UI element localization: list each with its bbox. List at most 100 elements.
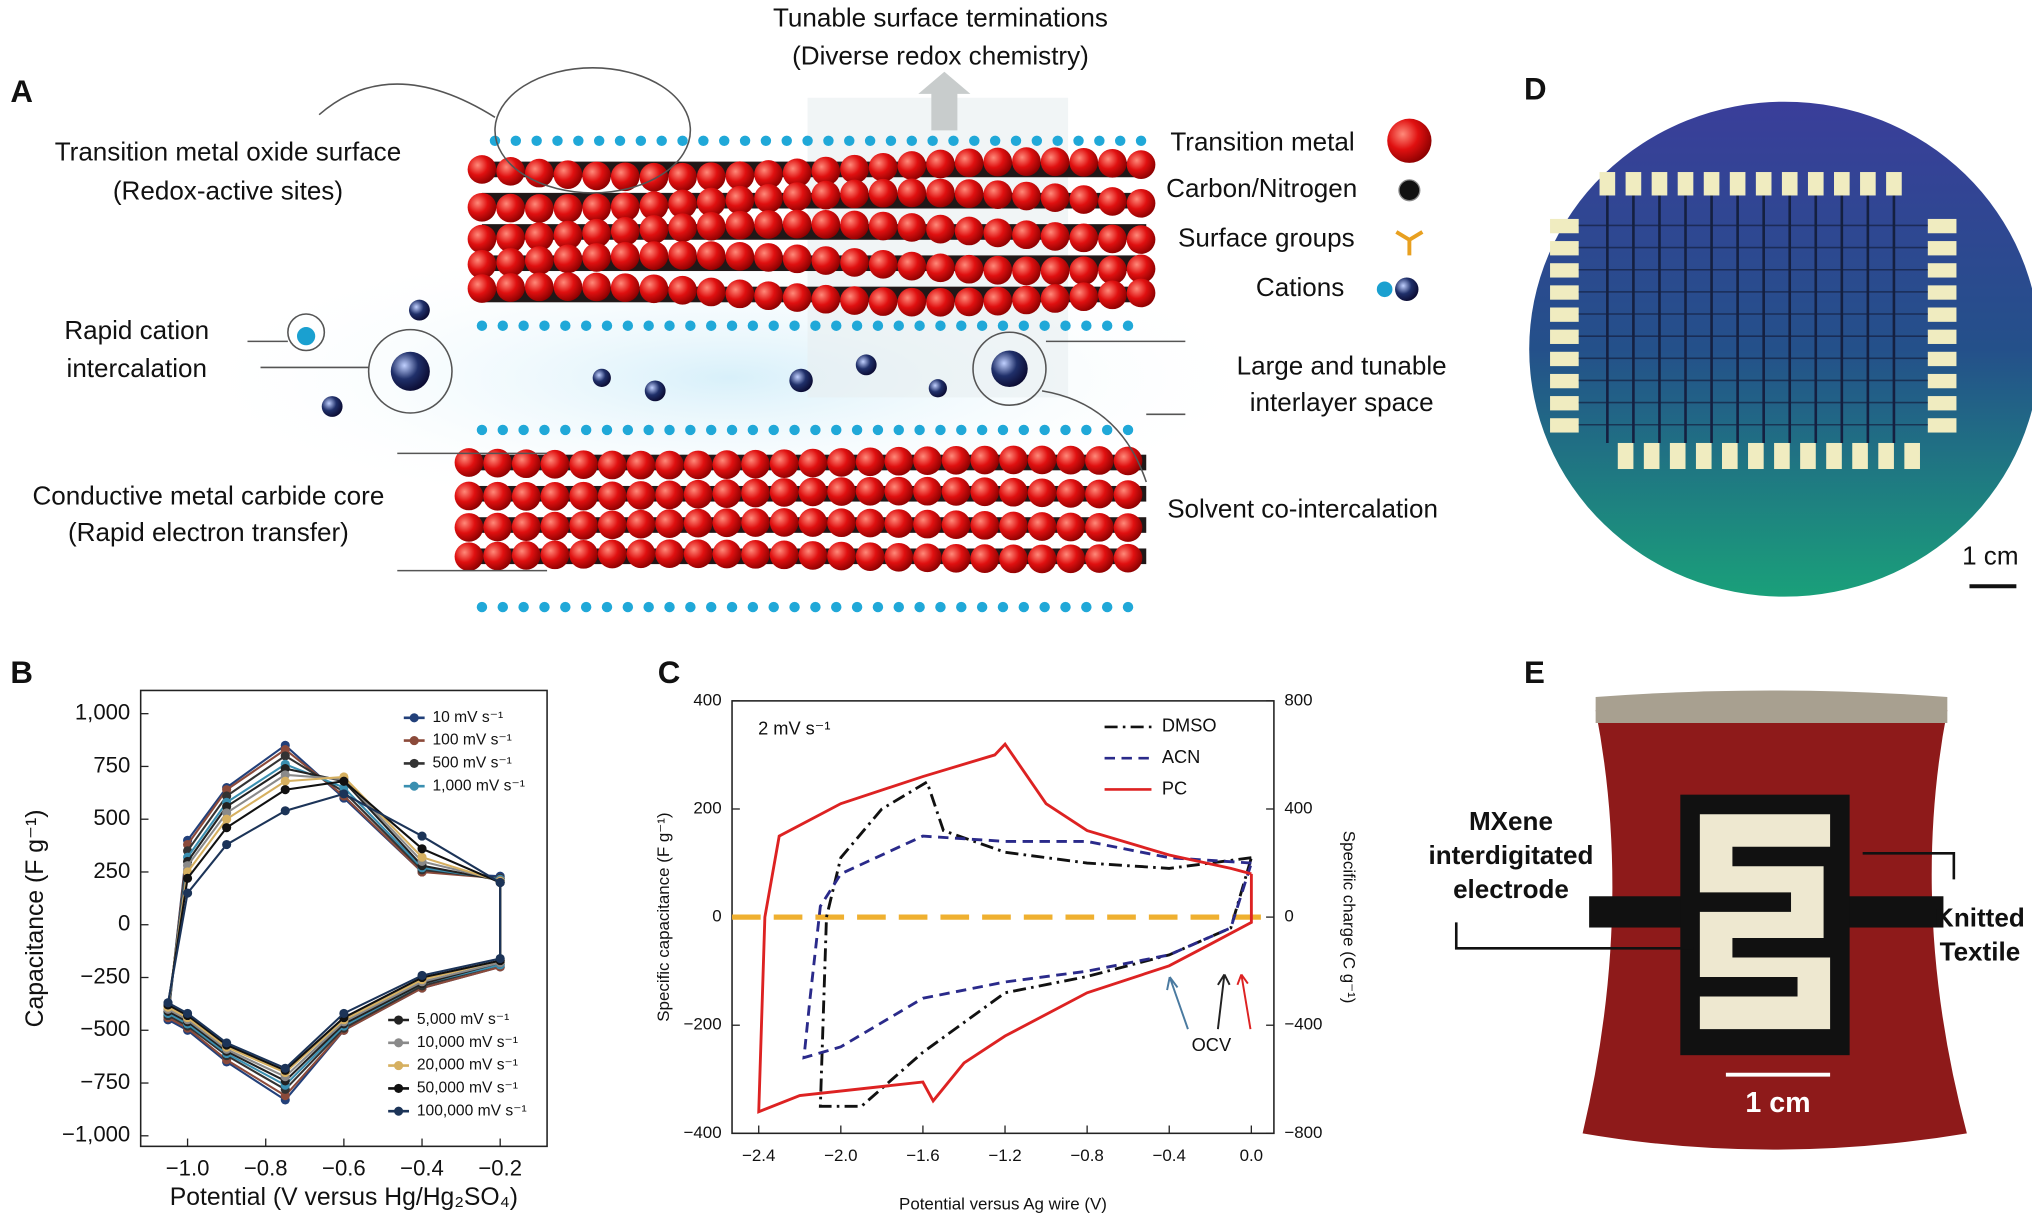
atom xyxy=(1012,181,1041,211)
series-marker xyxy=(280,785,290,795)
atom xyxy=(954,287,984,317)
x-tick-label: −1.6 xyxy=(906,1146,939,1165)
atom xyxy=(540,449,570,479)
scale-label: 1 cm xyxy=(1745,1087,1810,1119)
surface-group xyxy=(747,424,759,436)
atom xyxy=(524,194,554,223)
atom xyxy=(798,508,828,537)
annotation: intercalation xyxy=(67,353,207,383)
cation xyxy=(592,368,611,387)
atom xyxy=(1069,282,1099,312)
atom xyxy=(782,209,812,239)
y-tick-label: 1,000 xyxy=(75,700,130,725)
pad xyxy=(1852,442,1868,470)
series-marker xyxy=(339,1008,349,1018)
atom xyxy=(1040,256,1070,286)
atom xyxy=(626,481,656,510)
atom xyxy=(1113,543,1143,573)
atom xyxy=(725,185,755,215)
arrow xyxy=(1236,973,1252,1030)
surface-group xyxy=(726,601,738,613)
atom xyxy=(970,445,1000,475)
atom xyxy=(553,194,583,223)
surface-group xyxy=(593,135,605,146)
atom xyxy=(954,254,984,284)
atom xyxy=(840,210,869,240)
atom xyxy=(582,193,611,223)
atom xyxy=(712,479,742,508)
atom xyxy=(769,478,799,507)
legend-icon xyxy=(1387,118,1432,163)
pad xyxy=(1927,285,1957,300)
surface-group xyxy=(789,601,800,613)
surface-group xyxy=(872,320,884,331)
x-tick-label: −0.8 xyxy=(1070,1146,1103,1165)
atom xyxy=(926,253,955,283)
atom xyxy=(496,248,525,277)
y-tick-label: −200 xyxy=(683,1015,721,1034)
atom xyxy=(483,512,512,542)
surface-group xyxy=(510,135,522,146)
series-marker xyxy=(417,831,427,841)
y2-tick-label: 800 xyxy=(1284,690,1312,709)
pad xyxy=(1550,263,1579,278)
atom xyxy=(941,543,971,573)
series-line xyxy=(802,834,1253,1060)
panel-a-illustration xyxy=(182,71,1277,613)
pad xyxy=(1800,442,1816,470)
surface-group xyxy=(614,135,626,146)
surface-group xyxy=(989,135,1001,146)
pad xyxy=(1886,172,1902,196)
surface-group xyxy=(601,320,613,331)
pad xyxy=(1695,442,1712,470)
atom xyxy=(1012,220,1041,250)
atom xyxy=(983,286,1013,316)
atom xyxy=(712,539,742,569)
atom xyxy=(496,156,525,186)
x-tick-label: −1.2 xyxy=(988,1146,1021,1165)
up-arrow xyxy=(918,71,971,131)
atom xyxy=(811,284,841,314)
atom xyxy=(597,510,627,540)
surface-group xyxy=(685,601,696,613)
surface-group xyxy=(539,601,550,613)
pad xyxy=(1721,442,1738,470)
cation xyxy=(991,350,1028,387)
atom xyxy=(1027,544,1057,574)
atom xyxy=(1069,223,1099,253)
legend-marker xyxy=(409,736,419,746)
cation xyxy=(409,299,430,321)
atom xyxy=(999,477,1028,507)
x-tick-label: −0.6 xyxy=(322,1156,366,1181)
atom xyxy=(754,160,783,189)
atom xyxy=(769,449,799,478)
atom xyxy=(626,450,656,480)
y-axis-label: Specific capacitance (F g⁻¹) xyxy=(654,812,673,1021)
surface-group xyxy=(698,135,709,146)
series-marker xyxy=(222,839,232,850)
surface-group xyxy=(518,601,529,613)
pad xyxy=(1927,329,1957,344)
atom xyxy=(639,241,669,270)
surface-group xyxy=(677,135,688,146)
atom xyxy=(610,192,640,222)
surface-group xyxy=(906,135,918,146)
surface-group xyxy=(768,424,779,436)
series-marker xyxy=(183,888,193,898)
atom xyxy=(1069,185,1099,214)
atom xyxy=(655,539,684,569)
x-tick-label: −1.0 xyxy=(166,1156,210,1181)
surface-group xyxy=(844,135,855,146)
pad xyxy=(1860,172,1876,196)
surface-group xyxy=(927,135,938,146)
atom xyxy=(1098,224,1127,254)
atom xyxy=(597,450,627,480)
annotation: interlayer space xyxy=(1250,387,1434,417)
atom xyxy=(811,246,841,275)
series-marker xyxy=(417,844,427,854)
pad xyxy=(1677,172,1694,196)
surface-group xyxy=(969,135,980,146)
annotation: (Redox-active sites) xyxy=(113,176,343,206)
atom xyxy=(840,154,869,184)
legend-marker xyxy=(409,758,419,768)
